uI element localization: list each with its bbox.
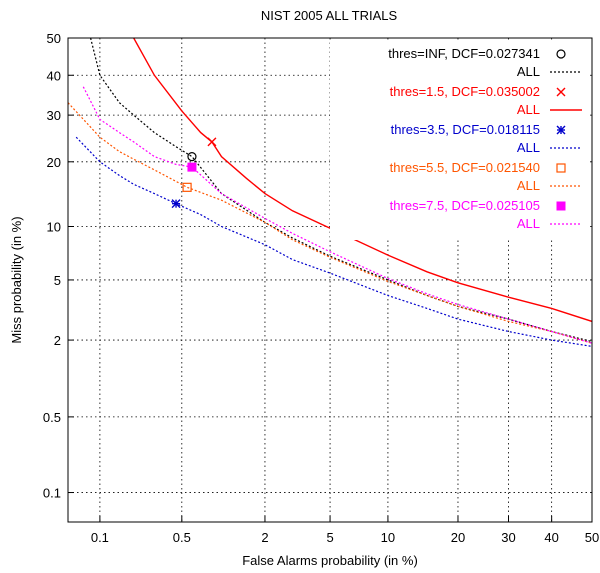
y-tick-label: 5: [54, 273, 61, 288]
legend-line-label: ALL: [517, 178, 540, 193]
x-tick-label: 30: [501, 530, 515, 545]
y-tick-label: 20: [47, 155, 61, 170]
y-tick-label: 0.1: [43, 486, 61, 501]
y-tick-label: 50: [47, 31, 61, 46]
x-tick-label: 5: [326, 530, 333, 545]
operating-points: [171, 137, 217, 209]
det-curve-4: [68, 102, 592, 344]
det-curve-1: [90, 38, 592, 343]
legend-marker: [556, 201, 566, 211]
legend-entry-label: thres=INF, DCF=0.027341: [388, 46, 540, 61]
operating-point-1: [187, 152, 197, 162]
legend-line-label: ALL: [517, 102, 540, 117]
plot-frame: [67, 37, 593, 523]
legend-entry-label: thres=5.5, DCF=0.021540: [390, 160, 540, 175]
legend-marker: [556, 49, 566, 59]
operating-point-4: [182, 182, 192, 192]
x-tick-label: 10: [381, 530, 395, 545]
legend-entry-label: thres=1.5, DCF=0.035002: [390, 84, 540, 99]
x-tick-label: 50: [585, 530, 599, 545]
operating-point-5: [187, 162, 197, 172]
legend: thres=INF, DCF=0.027341 ALL thres=1.5, DCF…: [388, 46, 582, 231]
y-tick-label: 40: [47, 68, 61, 83]
x-tick-label: 2: [261, 530, 268, 545]
x-tick-label: 0.5: [173, 530, 191, 545]
y-axis-label: Miss probability (in %): [9, 216, 24, 343]
y-tick-label: 2: [54, 333, 61, 348]
curves: [68, 38, 592, 347]
y-tick-label: 30: [47, 108, 61, 123]
legend-marker: [556, 87, 566, 97]
legend-entry-label: thres=3.5, DCF=0.018115: [391, 122, 540, 137]
legend-background: [330, 40, 590, 240]
operating-point-2: [207, 137, 217, 147]
chart-title: NIST 2005 ALL TRIALS: [261, 8, 398, 23]
x-tick-label: 40: [544, 530, 558, 545]
det-curve-5: [82, 86, 592, 344]
x-tick-label: 20: [451, 530, 465, 545]
legend-line-label: ALL: [517, 140, 540, 155]
det-curve-3: [75, 136, 592, 347]
x-axis-label: False Alarms probability (in %): [242, 553, 418, 568]
legend-line-label: ALL: [517, 216, 540, 231]
operating-point-3: [171, 199, 181, 209]
y-tick-label: 0.5: [43, 410, 61, 425]
legend-marker: [556, 125, 566, 135]
legend-marker: [556, 163, 566, 173]
y-tick-label: 10: [47, 220, 61, 235]
legend-entry-label: thres=7.5, DCF=0.025105: [390, 198, 540, 213]
tick-labels: 0.1 0.5 2 5 10 20 30 40 50 0.1 0.5 2 5 10 20 30 40 50: [43, 31, 599, 545]
legend-line-label: ALL: [517, 64, 540, 79]
det-curve-2: [133, 38, 592, 323]
x-tick-label: 0.1: [91, 530, 109, 545]
